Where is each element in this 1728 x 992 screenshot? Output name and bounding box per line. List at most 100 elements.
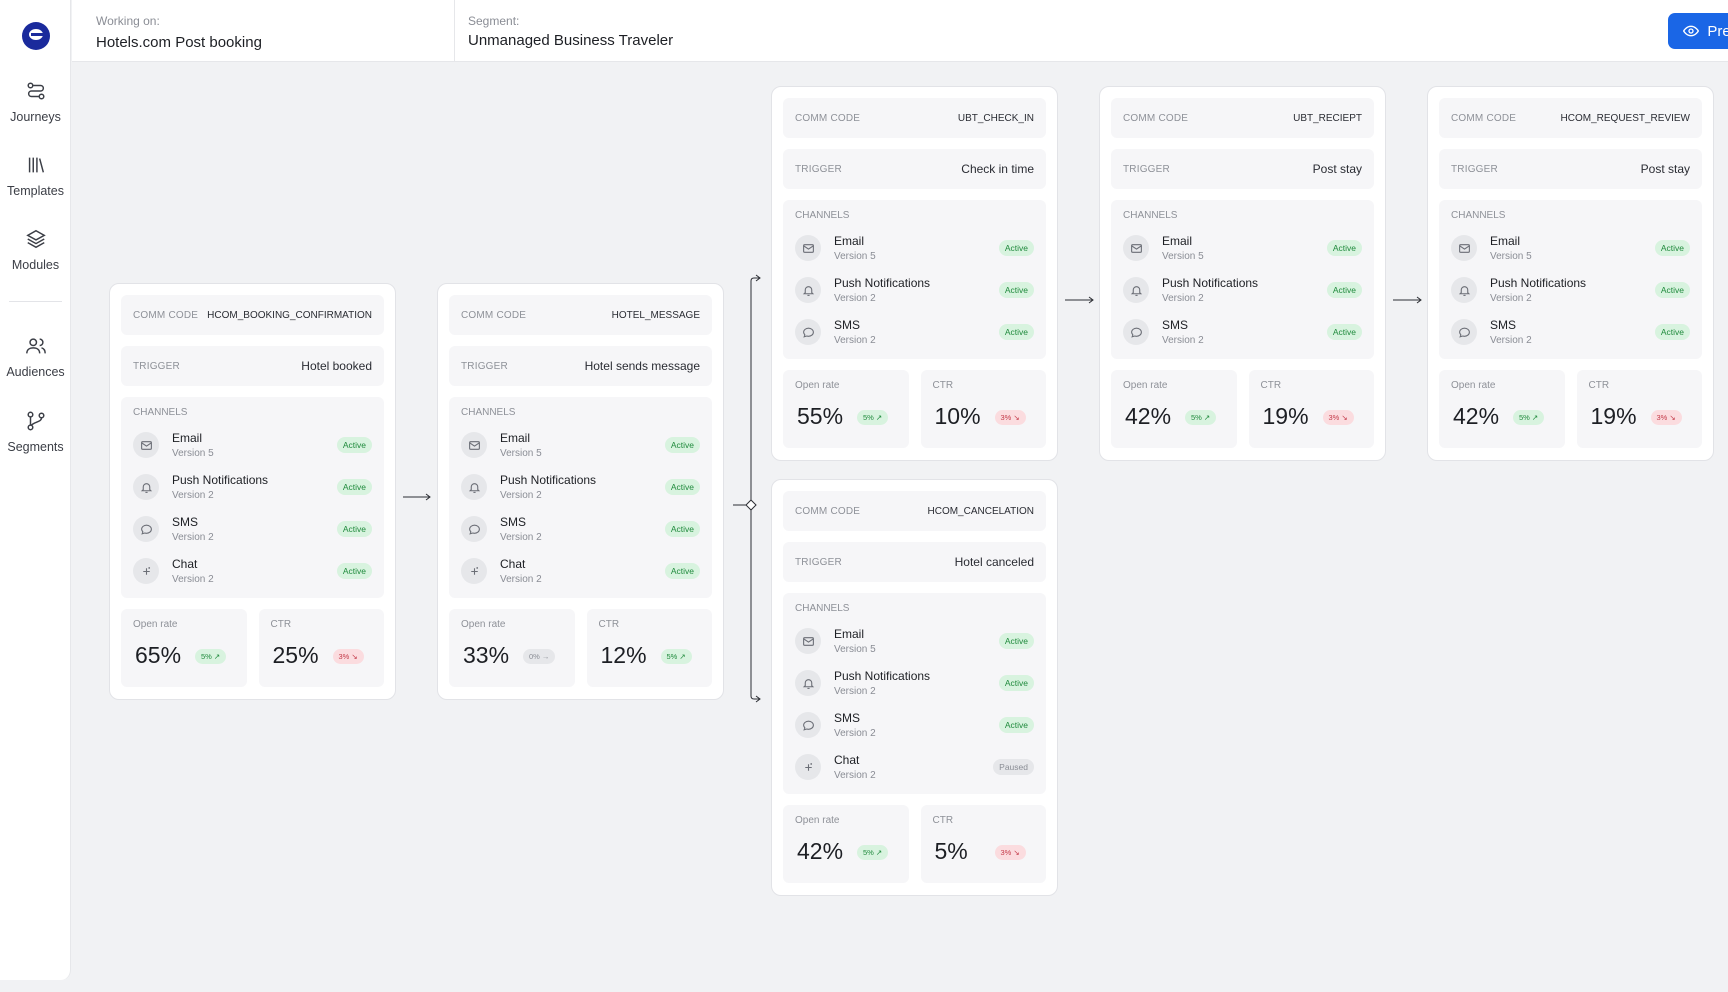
app-logo[interactable] bbox=[22, 22, 50, 50]
status-badge: Active bbox=[998, 282, 1034, 298]
channel-item[interactable]: SMS Version 2 Active bbox=[795, 311, 1034, 353]
ctr-metric: CTR 19% 3% ↘ bbox=[1248, 370, 1374, 448]
open-rate-change-badge: 5% ↗ bbox=[1185, 410, 1217, 425]
channel-name: Email bbox=[500, 431, 531, 445]
status-badge: Active bbox=[1654, 324, 1690, 340]
status-badge: Active bbox=[336, 437, 372, 453]
channel-item[interactable]: Email Version 5 Active bbox=[461, 424, 700, 466]
comm-code-row: COMM CODE HCOM_BOOKING_CONFIRMATION bbox=[121, 295, 384, 335]
sidebar-item-modules[interactable]: Modules bbox=[0, 228, 71, 274]
trigger-row: TRIGGER Check in time bbox=[783, 149, 1046, 189]
channel-item[interactable]: Push Notifications Version 2 Active bbox=[795, 269, 1034, 311]
status-badge: Active bbox=[998, 717, 1034, 733]
open-rate-label: Open rate bbox=[795, 815, 840, 826]
trigger-value: Post stay bbox=[1312, 162, 1362, 176]
sparkle-icon bbox=[461, 558, 487, 584]
preview-button[interactable]: Preview bbox=[1668, 13, 1728, 49]
header-divider bbox=[454, 0, 455, 62]
mail-icon bbox=[1451, 235, 1477, 261]
bell-icon bbox=[795, 670, 821, 696]
trend-down-icon: ↘ bbox=[1669, 413, 1676, 422]
bell-icon bbox=[1451, 277, 1477, 303]
channel-version: Version 5 bbox=[500, 448, 542, 459]
comm-card[interactable]: COMM CODE UBT_RECIEPT TRIGGER Post stay … bbox=[1099, 86, 1386, 461]
channel-item[interactable]: SMS Version 2 Active bbox=[133, 508, 372, 550]
channel-name: Email bbox=[1162, 234, 1193, 248]
channel-item[interactable]: Email Version 5 Active bbox=[133, 424, 372, 466]
open-rate-label: Open rate bbox=[133, 619, 178, 630]
trigger-value: Hotel booked bbox=[301, 359, 372, 373]
channel-item[interactable]: Push Notifications Version 2 Active bbox=[133, 466, 372, 508]
change-value: 3% bbox=[1656, 413, 1668, 422]
channel-name: Push Notifications bbox=[1490, 276, 1587, 290]
channels-section: CHANNELS Email Version 5 Active Push Not… bbox=[783, 200, 1046, 359]
chat-bubble-icon bbox=[1123, 319, 1149, 345]
status-badge: Active bbox=[998, 675, 1034, 691]
channel-item[interactable]: Push Notifications Version 2 Active bbox=[461, 466, 700, 508]
sidebar-item-templates[interactable]: Templates bbox=[0, 154, 71, 200]
trend-up-icon: ↗ bbox=[875, 848, 883, 857]
channel-item[interactable]: SMS Version 2 Active bbox=[1123, 311, 1362, 353]
branch-diamond bbox=[745, 499, 757, 511]
sidebar-item-audiences[interactable]: Audiences bbox=[0, 335, 71, 381]
channel-item[interactable]: Email Version 5 Active bbox=[1451, 227, 1690, 269]
preview-label: Preview bbox=[1707, 22, 1728, 40]
channel-item[interactable]: Push Notifications Version 2 Active bbox=[795, 662, 1034, 704]
channel-version: Version 2 bbox=[500, 532, 542, 543]
channel-item[interactable]: Email Version 5 Active bbox=[795, 227, 1034, 269]
channel-item[interactable]: Chat Version 2 Paused bbox=[795, 746, 1034, 788]
ctr-label: CTR bbox=[932, 380, 954, 391]
comm-code-row: COMM CODE HOTEL_MESSAGE bbox=[449, 295, 712, 335]
channel-name: Chat bbox=[172, 557, 198, 571]
comm-code-label: COMM CODE bbox=[461, 309, 527, 321]
working-on-value[interactable]: Hotels.com Post booking bbox=[96, 34, 262, 51]
channel-item[interactable]: Chat Version 2 Active bbox=[461, 550, 700, 592]
channel-version: Version 2 bbox=[1162, 293, 1204, 304]
channel-name: SMS bbox=[1490, 318, 1517, 332]
comm-card[interactable]: COMM CODE UBT_CHECK_IN TRIGGER Check in … bbox=[771, 86, 1058, 461]
comm-code-label: COMM CODE bbox=[795, 505, 861, 517]
change-value: 5% bbox=[1191, 413, 1202, 422]
channel-name: SMS bbox=[834, 711, 861, 725]
comm-card[interactable]: COMM CODE HOTEL_MESSAGE TRIGGER Hotel se… bbox=[437, 283, 724, 700]
status-badge: Active bbox=[336, 521, 372, 537]
channel-item[interactable]: Push Notifications Version 2 Active bbox=[1451, 269, 1690, 311]
channel-item[interactable]: SMS Version 2 Active bbox=[795, 704, 1034, 746]
channel-item[interactable]: Push Notifications Version 2 Active bbox=[1123, 269, 1362, 311]
channel-name: Push Notifications bbox=[172, 473, 269, 487]
chat-bubble-icon bbox=[795, 319, 821, 345]
open-rate-value: 55% bbox=[797, 403, 844, 429]
open-rate-metric: Open rate 42% 5% ↗ bbox=[783, 805, 909, 883]
channel-name: Push Notifications bbox=[834, 669, 931, 683]
status-badge: Active bbox=[998, 240, 1034, 256]
comm-card[interactable]: COMM CODE HCOM_BOOKING_CONFIRMATION TRIG… bbox=[109, 283, 396, 700]
sidebar-item-journeys[interactable]: Journeys bbox=[0, 80, 71, 126]
trigger-label: TRIGGER bbox=[795, 556, 842, 568]
channel-item[interactable]: Email Version 5 Active bbox=[1123, 227, 1362, 269]
open-rate-value: 42% bbox=[1453, 403, 1500, 429]
channel-item[interactable]: Chat Version 2 Active bbox=[133, 550, 372, 592]
journeys-icon bbox=[26, 82, 45, 100]
comm-code-label: COMM CODE bbox=[1451, 112, 1517, 124]
trend-up-icon: ↗ bbox=[1531, 413, 1539, 422]
comm-code-label: COMM CODE bbox=[795, 112, 861, 124]
open-rate-change-badge: 0% → bbox=[523, 649, 556, 664]
channel-item[interactable]: SMS Version 2 Active bbox=[461, 508, 700, 550]
comm-card[interactable]: COMM CODE HCOM_REQUEST_REVIEW TRIGGER Po… bbox=[1427, 86, 1714, 461]
channel-version: Version 2 bbox=[1490, 335, 1532, 346]
sidebar-divider bbox=[9, 301, 62, 302]
change-value: 5% bbox=[863, 848, 874, 857]
sidebar-item-segments[interactable]: Segments bbox=[0, 410, 71, 456]
open-rate-label: Open rate bbox=[1123, 380, 1168, 391]
trend-down-icon: ↘ bbox=[1013, 413, 1020, 422]
segment-value[interactable]: Unmanaged Business Traveler bbox=[468, 32, 674, 49]
users-icon bbox=[25, 338, 46, 354]
open-rate-change-badge: 5% ↗ bbox=[857, 845, 889, 860]
channel-item[interactable]: SMS Version 2 Active bbox=[1451, 311, 1690, 353]
channel-item[interactable]: Email Version 5 Active bbox=[795, 620, 1034, 662]
status-badge: Active bbox=[336, 479, 372, 495]
open-rate-label: Open rate bbox=[461, 619, 506, 630]
comm-card[interactable]: COMM CODE HCOM_CANCELATION TRIGGER Hotel… bbox=[771, 479, 1058, 896]
open-rate-label: Open rate bbox=[795, 380, 840, 391]
